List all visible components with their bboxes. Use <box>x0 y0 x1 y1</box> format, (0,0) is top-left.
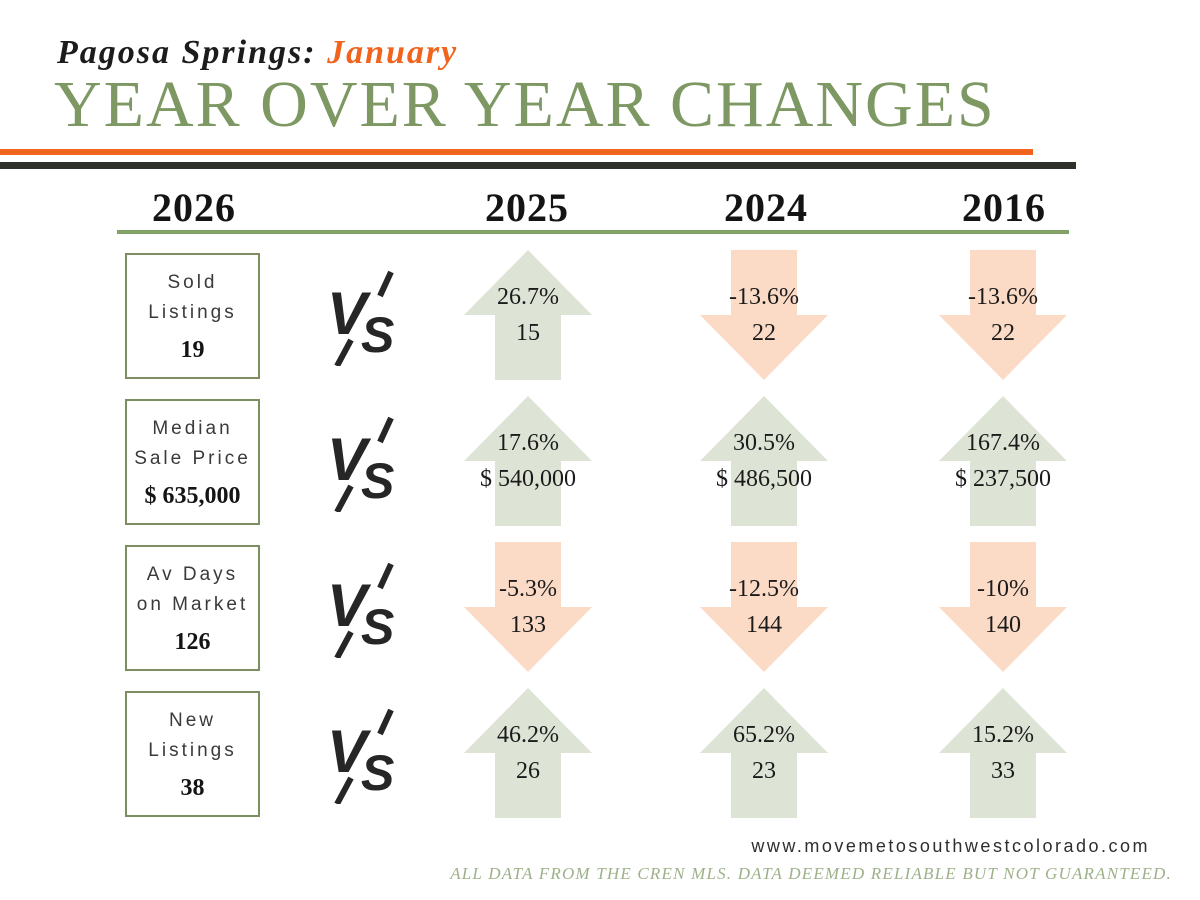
column-header-2026: 2026 <box>152 185 236 230</box>
svg-text:S: S <box>361 453 394 509</box>
prior-value: $ 486,500 <box>716 466 812 492</box>
down-arrow-icon <box>939 542 1067 672</box>
down-arrow-icon <box>464 542 592 672</box>
up-arrow-icon <box>939 396 1067 526</box>
change-percent: 15.2% <box>972 722 1034 748</box>
comparison-cell: 167.4% $ 237,500 <box>923 396 1083 530</box>
comparison-cell: -12.5% 144 <box>684 542 844 676</box>
metric-box: Sold Listings 19 <box>125 253 260 379</box>
page-subtitle: Pagosa Springs: January <box>57 34 458 72</box>
website-url: www.movemetosouthwestcolorado.com <box>751 836 1150 856</box>
prior-value: 26 <box>516 758 540 784</box>
up-arrow-icon <box>700 688 828 818</box>
svg-text:V: V <box>327 280 372 347</box>
metric-box: Av Days on Market 126 <box>125 545 260 671</box>
svg-text:V: V <box>327 718 372 785</box>
comparison-cell: -13.6% 22 <box>923 250 1083 384</box>
up-arrow-icon <box>464 396 592 526</box>
metric-label: Median Sale Price <box>134 418 251 469</box>
prior-value: 22 <box>752 320 776 346</box>
svg-text:S: S <box>361 745 394 801</box>
metric-current-value: 19 <box>180 336 205 363</box>
location-label: Pagosa Springs: <box>57 34 317 71</box>
comparison-cell: 26.7% 15 <box>448 250 608 384</box>
metric-label: Sold Listings <box>148 272 237 323</box>
metric-current-value: 126 <box>174 628 211 655</box>
vs-icon: V S <box>325 562 405 660</box>
prior-value: 140 <box>985 612 1021 638</box>
metric-current-value: 38 <box>180 774 205 801</box>
comparison-cell: 17.6% $ 540,000 <box>448 396 608 530</box>
down-arrow-icon <box>939 250 1067 380</box>
data-disclaimer: ALL DATA FROM THE CREN MLS. DATA DEEMED … <box>450 864 1172 883</box>
change-percent: 46.2% <box>497 722 559 748</box>
month-label: January <box>327 34 459 71</box>
up-arrow-icon <box>464 250 592 380</box>
up-arrow-icon <box>700 396 828 526</box>
change-percent: -12.5% <box>729 576 799 602</box>
comparison-cell: 30.5% $ 486,500 <box>684 396 844 530</box>
change-percent: 17.6% <box>497 430 559 456</box>
prior-value: $ 237,500 <box>955 466 1051 492</box>
change-percent: 167.4% <box>966 430 1040 456</box>
svg-text:S: S <box>361 307 394 363</box>
header-underline <box>117 230 1069 234</box>
metric-current-value: $ 635,000 <box>144 482 241 509</box>
prior-value: 133 <box>510 612 546 638</box>
metric-row: Median Sale Price $ 635,000 V S 17.6% $ 5… <box>0 396 1200 542</box>
dark-divider <box>0 162 1076 169</box>
column-header-2025: 2025 <box>485 185 569 230</box>
prior-value: 144 <box>746 612 782 638</box>
metric-box: New Listings 38 <box>125 691 260 817</box>
down-arrow-icon <box>700 250 828 380</box>
comparison-cell: -13.6% 22 <box>684 250 844 384</box>
vs-icon: V S <box>325 270 405 368</box>
up-arrow-icon <box>464 688 592 818</box>
metric-label: Av Days on Market <box>136 564 249 615</box>
comparison-cell: -10% 140 <box>923 542 1083 676</box>
metric-label: New Listings <box>148 710 237 761</box>
change-percent: 65.2% <box>733 722 795 748</box>
change-percent: 26.7% <box>497 284 559 310</box>
comparison-cell: 65.2% 23 <box>684 688 844 822</box>
comparison-cell: -5.3% 133 <box>448 542 608 676</box>
svg-text:V: V <box>327 426 372 493</box>
change-percent: -10% <box>977 576 1029 602</box>
vs-icon: V S <box>325 416 405 514</box>
prior-value: 22 <box>991 320 1015 346</box>
comparison-cell: 46.2% 26 <box>448 688 608 822</box>
prior-value: 33 <box>991 758 1015 784</box>
column-header-2024: 2024 <box>724 185 808 230</box>
page-title: YEAR OVER YEAR CHANGES <box>54 68 996 141</box>
change-percent: -13.6% <box>968 284 1038 310</box>
change-percent: 30.5% <box>733 430 795 456</box>
metric-row: Sold Listings 19 V S 26.7% 15 -13.6% 22 <box>0 250 1200 396</box>
metric-rows: Sold Listings 19 V S 26.7% 15 -13.6% 22 <box>0 250 1200 834</box>
svg-text:S: S <box>361 599 394 655</box>
metric-row: Av Days on Market 126 V S -5.3% 133 -12.5… <box>0 542 1200 688</box>
up-arrow-icon <box>939 688 1067 818</box>
metric-box: Median Sale Price $ 635,000 <box>125 399 260 525</box>
prior-value: $ 540,000 <box>480 466 576 492</box>
down-arrow-icon <box>700 542 828 672</box>
metric-row: New Listings 38 V S 46.2% 26 65.2% 23 <box>0 688 1200 834</box>
change-percent: -5.3% <box>499 576 557 602</box>
change-percent: -13.6% <box>729 284 799 310</box>
vs-icon: V S <box>325 708 405 806</box>
prior-value: 23 <box>752 758 776 784</box>
svg-text:V: V <box>327 572 372 639</box>
orange-divider <box>0 149 1033 155</box>
comparison-cell: 15.2% 33 <box>923 688 1083 822</box>
column-header-2016: 2016 <box>962 185 1046 230</box>
prior-value: 15 <box>516 320 540 346</box>
